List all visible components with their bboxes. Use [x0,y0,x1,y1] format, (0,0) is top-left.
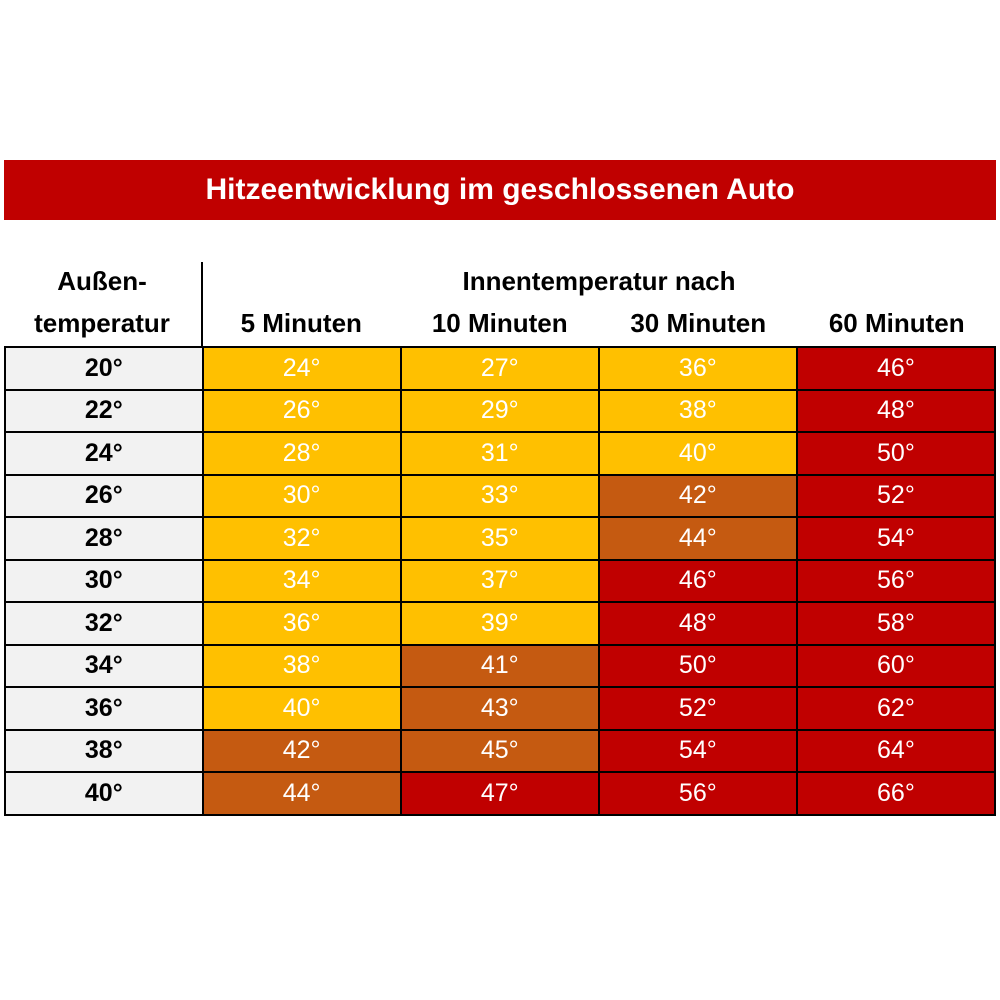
table-row: 30° 34° 37° 46° 56° [4,558,997,603]
table-row: 22° 26° 29° 38° 48° [4,388,997,433]
cell: 26° [201,388,402,433]
cell: 36° [597,346,798,391]
row-label: 38° [4,728,204,773]
cell: 44° [201,771,402,816]
cell: 50° [795,431,997,476]
table-row: 34° 38° 41° 50° 60° [4,643,997,688]
row-label: 40° [4,771,204,816]
row-header: Außen- temperatur [4,266,200,338]
row-header-line: Außen- [57,266,147,296]
table-row: 26° 30° 33° 42° 52° [4,473,997,518]
cell: 46° [795,346,997,391]
divider [201,262,203,348]
cell: 52° [795,473,997,518]
cell: 35° [399,516,600,561]
row-label: 32° [4,601,204,646]
cell: 44° [597,516,798,561]
cell: 45° [399,728,600,773]
column-header: 5 Minuten [240,308,362,338]
table-row: 40° 44° 47° 56° 66° [4,771,997,816]
cell: 37° [399,558,600,603]
cell: 39° [399,601,600,646]
cell: 56° [795,558,997,603]
title: Hitzeentwicklung im geschlossenen Auto [205,173,795,206]
cell: 60° [795,643,997,688]
cell: 40° [597,431,798,476]
cell: 28° [201,431,402,476]
row-header-line: temperatur [34,308,170,338]
data-table: 20° 24° 27° 36° 46° 22° 26° 29° 38° 48° 24° 28° 31° 4… [4,346,997,816]
row-label: 20° [4,346,204,391]
row-label: 22° [4,388,204,433]
row-label: 28° [4,516,204,561]
cell: 64° [795,728,997,773]
cell: 36° [201,601,402,646]
row-label: 26° [4,473,204,518]
table-row: 38° 42° 45° 54° 64° [4,728,997,773]
cell: 30° [201,473,402,518]
group-header: Innentemperatur nach [462,266,736,296]
column-header: 10 Minuten [431,308,568,338]
cell: 41° [399,643,600,688]
cell: 54° [795,516,997,561]
cell: 66° [795,771,997,816]
cell: 32° [201,516,402,561]
row-label: 36° [4,686,204,731]
cell: 47° [399,771,600,816]
cell: 42° [597,473,798,518]
cell: 40° [201,686,402,731]
cell: 33° [399,473,600,518]
cell: 54° [597,728,798,773]
column-header: 30 Minuten [630,308,767,338]
row-label: 34° [4,643,204,688]
cell: 31° [399,431,600,476]
cell: 27° [399,346,600,391]
cell: 42° [201,728,402,773]
table-row: 32° 36° 39° 48° 58° [4,601,997,646]
cell: 34° [201,558,402,603]
cell: 43° [399,686,600,731]
cell: 52° [597,686,798,731]
table-row: 28° 32° 35° 44° 54° [4,516,997,561]
table-row: 20° 24° 27° 36° 46° [4,346,997,391]
cell: 38° [201,643,402,688]
cell: 56° [597,771,798,816]
cell: 58° [795,601,997,646]
column-header: 60 Minuten [828,308,965,338]
table-row: 24° 28° 31° 40° 50° [4,431,997,476]
cell: 29° [399,388,600,433]
cell: 38° [597,388,798,433]
table-row: 36° 40° 43° 52° 62° [4,686,997,731]
cell: 24° [201,346,402,391]
cell: 48° [597,601,798,646]
cell: 50° [597,643,798,688]
row-label: 30° [4,558,204,603]
cell: 62° [795,686,997,731]
cell: 48° [795,388,997,433]
title-bar: Hitzeentwicklung im geschlossenen Auto [4,160,996,220]
row-label: 24° [4,431,204,476]
cell: 46° [597,558,798,603]
